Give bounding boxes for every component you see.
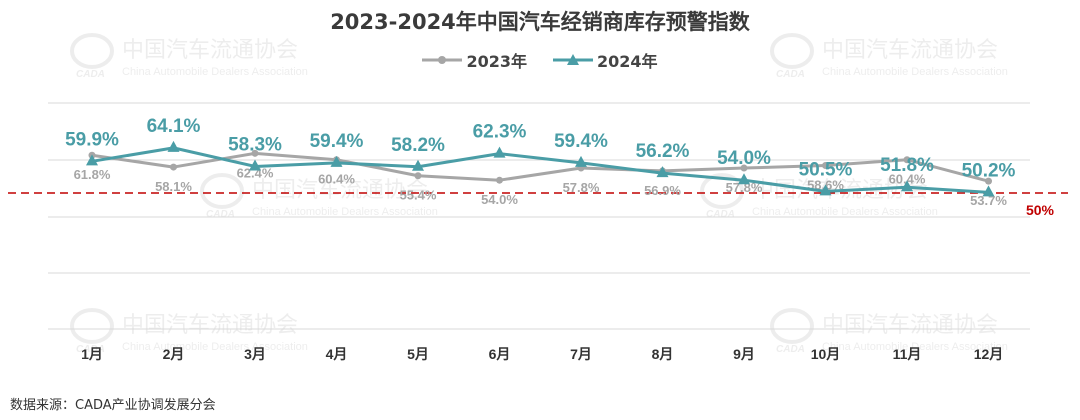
- data-label-2023年: 56.9%: [644, 183, 681, 198]
- watermark-0: 中国汽车流通协会 China Automobile Dealers Associa…: [70, 33, 308, 80]
- data-point-2024年: [819, 184, 832, 196]
- data-point-2024年: [656, 166, 669, 178]
- data-label-2024年: 58.3%: [228, 134, 282, 155]
- watermark-en: China Automobile Dealers Association: [122, 341, 308, 353]
- watermark-en: China Automobile Dealers Association: [822, 66, 1008, 78]
- data-point-2024年: [167, 140, 180, 152]
- watermark-zh: 中国汽车流通协会: [252, 178, 428, 203]
- data-label-2024年: 59.4%: [310, 131, 364, 152]
- watermark-logo-icon: [700, 173, 744, 209]
- watermark-logo-text: CADA: [76, 69, 105, 80]
- watermark-en: China Automobile Dealers Association: [752, 206, 938, 218]
- data-point-2024年: [738, 173, 750, 185]
- data-point-2024年: [86, 154, 98, 166]
- watermark-logo-text: CADA: [206, 209, 235, 220]
- legend-item-2024: 2024年: [553, 48, 658, 72]
- data-point-2024年: [982, 185, 995, 197]
- watermark-zh: 中国汽车流通协会: [122, 313, 298, 338]
- data-label-2024年: 56.2%: [636, 141, 690, 162]
- x-tick-label: 3月: [244, 346, 266, 362]
- x-tick-label: 12月: [974, 346, 1004, 362]
- data-label-2024年: 50.5%: [799, 159, 853, 180]
- legend-label-2023: 2023年: [466, 52, 527, 71]
- legend-item-2023: 2023年: [422, 48, 527, 72]
- data-label-2023年: 60.4%: [889, 172, 926, 187]
- data-label-2023年: 53.7%: [970, 193, 1007, 208]
- x-tick-label: 1月: [81, 346, 103, 362]
- watermark-en: China Automobile Dealers Association: [822, 341, 1008, 353]
- data-label-2023年: 54.0%: [481, 192, 518, 207]
- data-label-2023年: 61.8%: [74, 167, 111, 182]
- watermark-logo-icon: [70, 308, 114, 344]
- chart-legend: 2023年 2024年: [0, 48, 1080, 72]
- x-tick-label: 2月: [163, 346, 185, 362]
- chart-title: 2023-2024年中国汽车经销商库存预警指数: [330, 10, 750, 34]
- data-label-2024年: 62.3%: [473, 122, 527, 143]
- data-label-2023年: 62.4%: [237, 165, 274, 180]
- watermark-logo-text: CADA: [76, 344, 105, 355]
- x-tick-label: 8月: [652, 346, 674, 362]
- data-point-2024年: [412, 159, 424, 171]
- data-source-note: 数据来源：CADA产业协调发展分会: [10, 398, 216, 413]
- watermark-logo-text: CADA: [776, 69, 805, 80]
- data-label-2024年: 51.8%: [880, 155, 934, 176]
- watermark-5: 中国汽车流通协会 China Automobile Dealers Associa…: [770, 308, 1008, 355]
- data-label-2024年: 64.1%: [147, 116, 201, 137]
- data-point-2024年: [249, 159, 261, 171]
- watermark-logo-icon: [70, 33, 114, 69]
- series-line-2024年: [91, 146, 989, 194]
- data-point-2023年: [903, 156, 911, 164]
- data-point-2023年: [822, 161, 829, 169]
- reference-line-label: 50%: [1026, 202, 1055, 218]
- legend-marker-2024-icon: [553, 54, 593, 65]
- x-tick-label: 4月: [326, 346, 348, 362]
- data-point-2024年: [575, 155, 587, 167]
- watermark-4: 中国汽车流通协会 China Automobile Dealers Associa…: [70, 308, 308, 355]
- data-label-2023年: 60.4%: [318, 172, 355, 187]
- data-label-2024年: 59.4%: [554, 131, 608, 152]
- watermark-logo-text: CADA: [776, 344, 805, 355]
- x-tick-label: 5月: [407, 346, 429, 362]
- data-label-2024年: 58.2%: [391, 135, 445, 156]
- data-point-2023年: [251, 149, 259, 157]
- watermark-zh: 中国汽车流通协会: [822, 313, 998, 338]
- watermark-logo-text: CADA: [706, 209, 735, 220]
- watermark-logo-icon: [770, 33, 814, 69]
- data-label-2024年: 54.0%: [717, 148, 771, 169]
- data-label-2024年: 50.2%: [962, 160, 1016, 181]
- data-point-2023年: [170, 163, 177, 171]
- data-label-2023年: 55.4%: [400, 188, 437, 203]
- data-label-2023年: 57.8%: [726, 180, 763, 195]
- watermark-en: China Automobile Dealers Association: [122, 66, 308, 78]
- data-label-2023年: 57.8%: [563, 180, 600, 195]
- data-point-2023年: [740, 164, 748, 172]
- data-label-2023年: 58.1%: [155, 179, 192, 194]
- data-point-2024年: [330, 155, 343, 167]
- watermark-zh: 中国汽车流通协会: [122, 38, 298, 63]
- data-point-2023年: [496, 176, 503, 184]
- watermark-logo-icon: [200, 173, 244, 209]
- data-point-2023年: [414, 172, 422, 180]
- legend-marker-2023-icon: [422, 56, 463, 64]
- x-tick-label: 9月: [733, 346, 755, 362]
- legend-label-2024: 2024年: [597, 52, 658, 71]
- watermark-1: 中国汽车流通协会 China Automobile Dealers Associa…: [770, 33, 1008, 80]
- x-tick-label: 7月: [570, 346, 592, 362]
- watermark-zh: 中国汽车流通协会: [822, 38, 998, 63]
- x-tick-label: 10月: [811, 346, 841, 362]
- x-tick-label: 6月: [489, 346, 511, 362]
- data-point-2023年: [985, 177, 992, 185]
- series-line-2023年: [91, 151, 989, 183]
- data-point-2024年: [901, 180, 913, 192]
- watermark-en: China Automobile Dealers Association: [252, 206, 438, 218]
- watermark-logo-icon: [770, 308, 814, 344]
- x-tick-label: 11月: [893, 346, 922, 362]
- data-point-2024年: [493, 146, 506, 158]
- watermark-2: 中国汽车流通协会 China Automobile Dealers Associa…: [200, 173, 438, 220]
- data-label-2024年: 59.9%: [65, 129, 119, 150]
